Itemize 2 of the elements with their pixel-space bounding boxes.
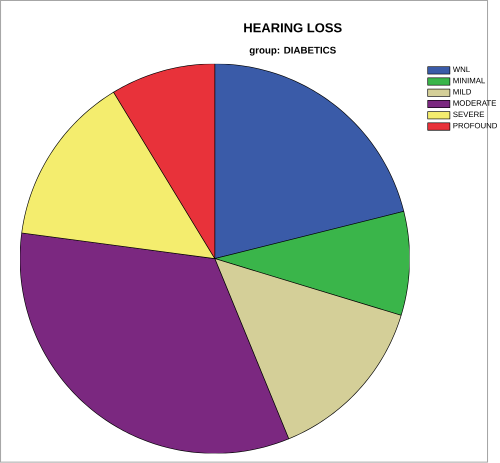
chart-title: HEARING LOSS (244, 23, 342, 33)
chart-subtitle: group: DIABETICS (250, 46, 336, 56)
